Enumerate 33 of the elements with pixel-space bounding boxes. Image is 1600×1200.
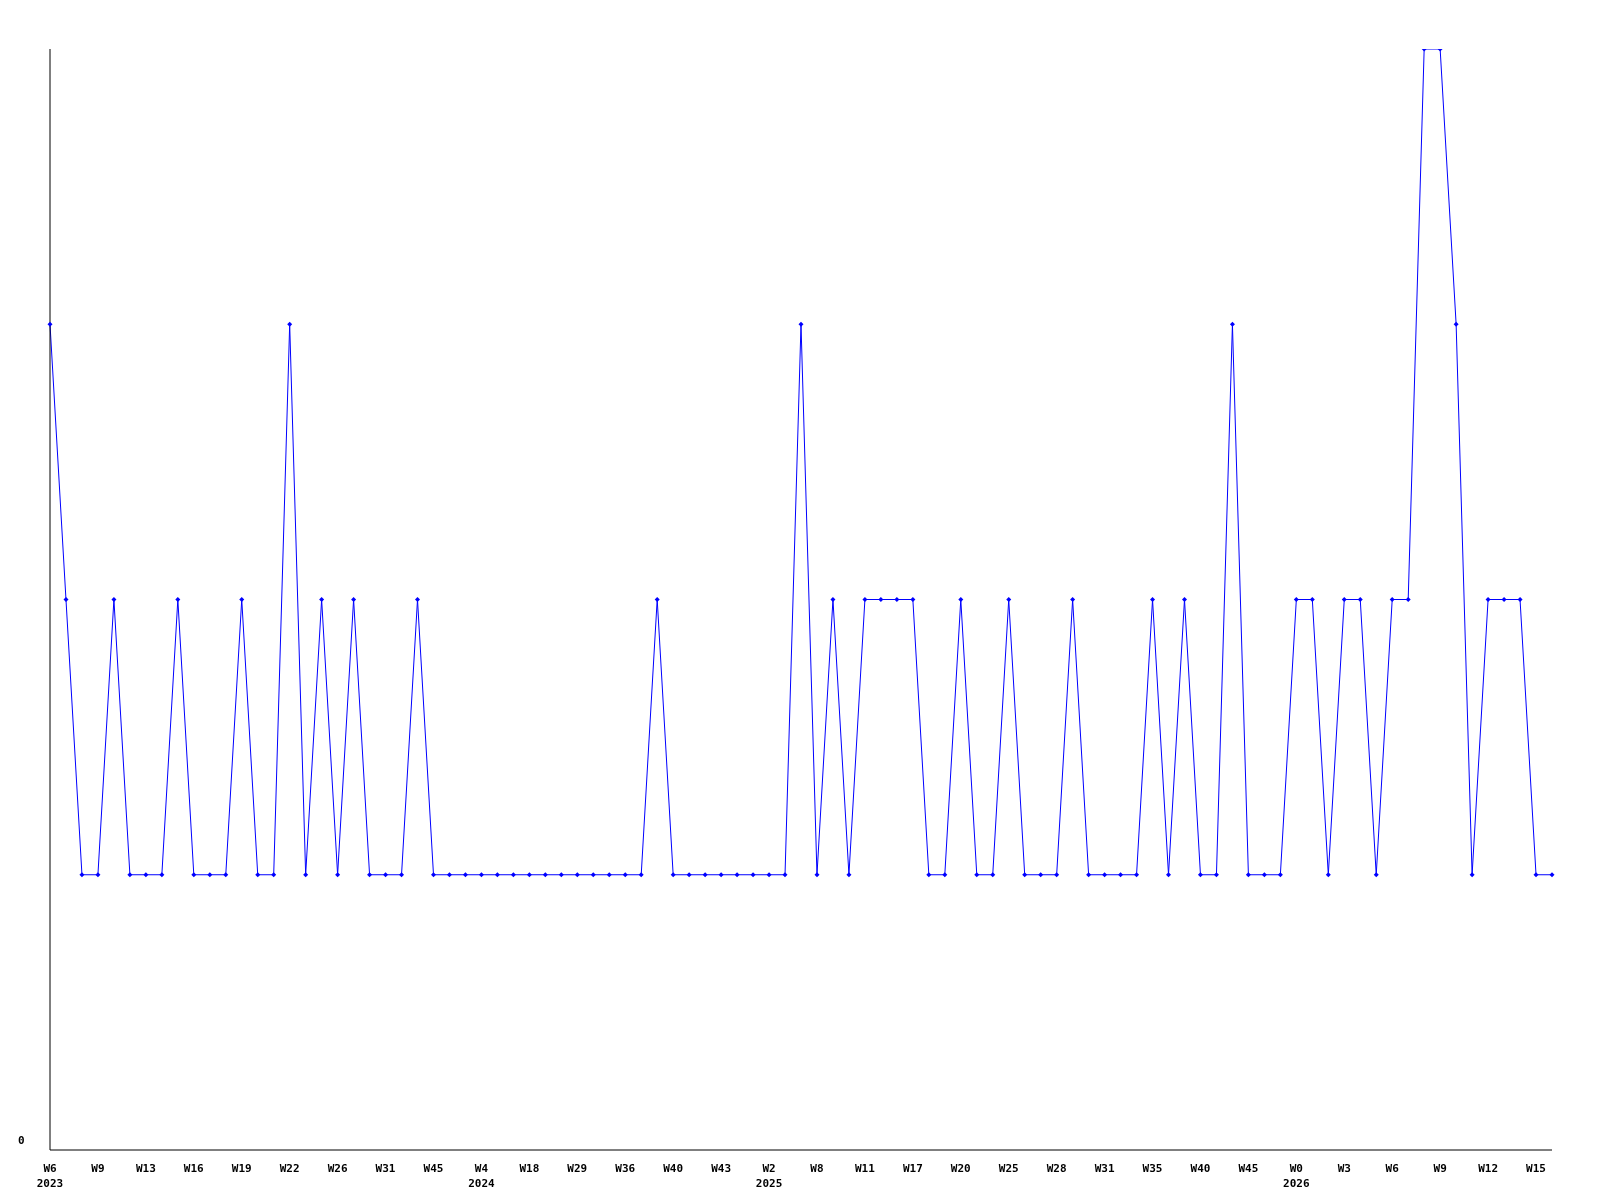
x-tick-label: W0 2026 — [1283, 1162, 1310, 1190]
x-tick-label: W12 — [1478, 1162, 1499, 1175]
x-tick-label: W29 — [567, 1162, 588, 1175]
x-tick-label: W35 — [1142, 1162, 1163, 1175]
x-tick-label: W25 — [998, 1162, 1019, 1175]
x-tick-label: W13 — [135, 1162, 156, 1175]
x-tick-label: W43 — [711, 1162, 732, 1175]
x-tick-label: W11 — [854, 1162, 876, 1175]
x-tick-label: W40 — [663, 1162, 684, 1175]
x-tick-label: W20 — [950, 1162, 971, 1175]
x-tick-label: W45 — [1238, 1162, 1259, 1175]
x-tick-label: W17 — [902, 1162, 923, 1175]
x-tick-label: W31 — [1094, 1162, 1115, 1175]
x-tick-label: W15 — [1526, 1162, 1546, 1175]
text: 0 — [18, 1134, 25, 1147]
x-tick-label: W6 — [1385, 1162, 1400, 1175]
x-tick-label: W22 — [279, 1162, 300, 1175]
x-tick-label: W26 — [327, 1162, 348, 1175]
x-tick-label: W6 2023 — [36, 1162, 64, 1190]
x-tick-label: W16 — [183, 1162, 205, 1175]
x-tick-label: W40 — [1190, 1162, 1211, 1175]
x-tick-label: W31 — [375, 1162, 396, 1175]
x-tick-label: W18 — [519, 1162, 540, 1175]
x-tick-label: W8 — [810, 1162, 824, 1175]
x-tick-label: W28 — [1046, 1162, 1067, 1175]
x-tick-label: W3 — [1337, 1162, 1351, 1175]
x-tick-label: W2 2025 — [755, 1162, 783, 1190]
x-tick-label: W9 — [91, 1162, 105, 1175]
x-tick-label: W9 — [1433, 1162, 1447, 1175]
x-tick-label: W45 — [423, 1162, 444, 1175]
x-tick-label: W19 — [231, 1162, 252, 1175]
x-tick-label: W36 — [615, 1162, 636, 1175]
x-tick-label: W4 2024 — [468, 1162, 496, 1190]
